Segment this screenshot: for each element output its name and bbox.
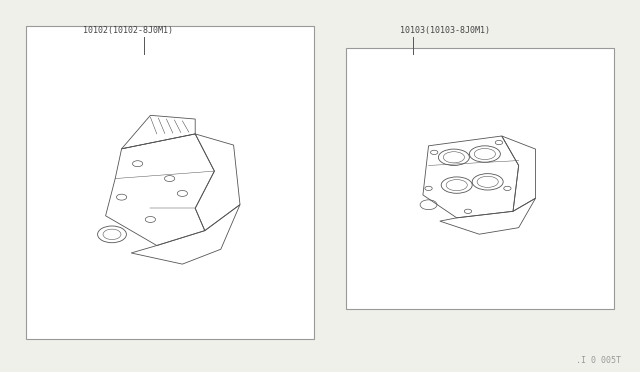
Bar <box>346 48 614 309</box>
Text: .I 0 005T: .I 0 005T <box>576 356 621 365</box>
Bar <box>26 26 314 339</box>
Text: 10102(10102-8J0M1): 10102(10102-8J0M1) <box>83 26 173 35</box>
Text: 10103(10103-8J0M1): 10103(10103-8J0M1) <box>400 26 490 35</box>
